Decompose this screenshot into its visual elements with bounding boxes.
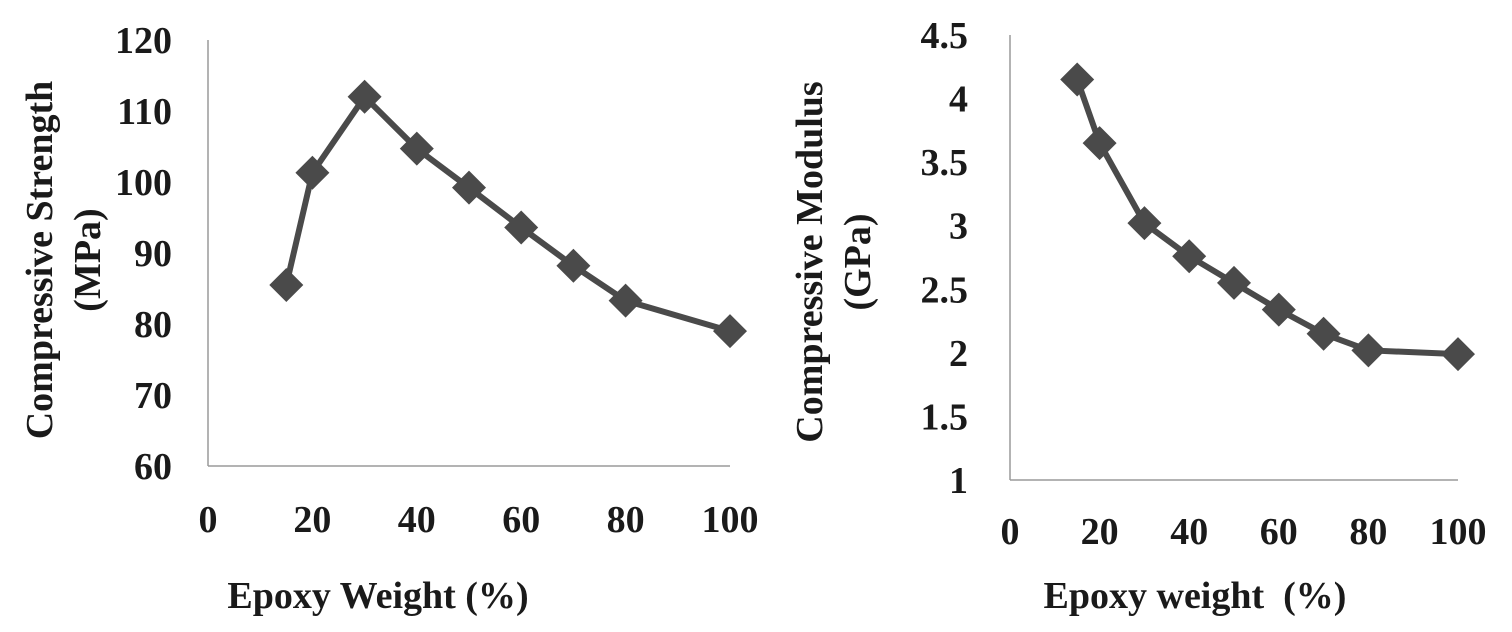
y-tick-label: 120 (115, 20, 172, 62)
y-tick-label: 60 (134, 446, 172, 488)
x-tick-label: 100 (1430, 511, 1487, 553)
data-point-marker (608, 283, 643, 318)
data-point-marker (1082, 126, 1117, 161)
x-tick-label: 60 (502, 499, 540, 541)
y-axis-unit: (GPa) (837, 213, 879, 310)
data-point-marker (1306, 316, 1341, 351)
x-tick-label: 60 (1260, 511, 1298, 553)
x-axis-title: Epoxy Weight (%) (227, 575, 528, 617)
y-tick-label: 100 (115, 162, 172, 204)
x-tick-label: 0 (199, 499, 218, 541)
y-tick-label: 4 (949, 79, 968, 121)
data-point-marker (1172, 239, 1207, 274)
data-point-marker (504, 210, 539, 245)
y-tick-label: 1.5 (921, 396, 969, 438)
y-axis-title: Compressive Strength (19, 81, 61, 440)
x-tick-label: 40 (398, 499, 436, 541)
data-point-marker (1217, 265, 1251, 300)
data-point-marker (556, 248, 591, 283)
data-point-marker (1060, 62, 1095, 97)
data-point-marker (1351, 333, 1386, 368)
y-tick-label: 3.5 (921, 142, 969, 184)
y-tick-label: 80 (134, 304, 172, 346)
compressive-strength-chart: 60 70 80 90 100 110 120 0 20 40 60 80 100 Epoxy Weigh… (19, 20, 759, 617)
y-tick-label: 70 (134, 375, 172, 417)
y-tick-label: 4.5 (921, 15, 969, 57)
y-tick-label: 3 (949, 206, 968, 248)
data-point-marker (1261, 292, 1296, 327)
x-tick-label: 40 (1170, 511, 1208, 553)
x-tick-label: 80 (607, 499, 645, 541)
y-axis-unit: (MPa) (67, 208, 109, 311)
data-point-marker (347, 79, 382, 114)
data-point-marker (295, 155, 330, 190)
x-tick-label: 80 (1349, 511, 1387, 553)
y-tick-label: 2.5 (921, 269, 969, 311)
data-point-marker (1441, 337, 1475, 372)
data-point-marker (1127, 206, 1162, 241)
x-tick-label: 0 (1001, 511, 1020, 553)
data-point-marker (452, 170, 486, 205)
y-tick-label: 90 (134, 233, 172, 275)
data-point-marker (713, 314, 747, 349)
y-tick-label: 1 (949, 460, 968, 502)
series-line (283, 93, 733, 335)
compressive-modulus-chart: 1 1.5 2 2.5 3 3.5 4 4.5 0 20 40 60 80 100 Epoxy weight… (789, 15, 1487, 617)
y-tick-label: 110 (117, 91, 172, 133)
data-point-marker (269, 267, 304, 302)
y-tick-label: 2 (949, 333, 968, 375)
x-tick-label: 20 (1081, 511, 1119, 553)
x-tick-label: 20 (293, 499, 331, 541)
data-point-marker (399, 131, 434, 166)
y-axis-title: Compressive Modulus (789, 81, 831, 442)
x-tick-label: 100 (702, 499, 759, 541)
x-axis-title: Epoxy weight (%) (1044, 575, 1347, 617)
